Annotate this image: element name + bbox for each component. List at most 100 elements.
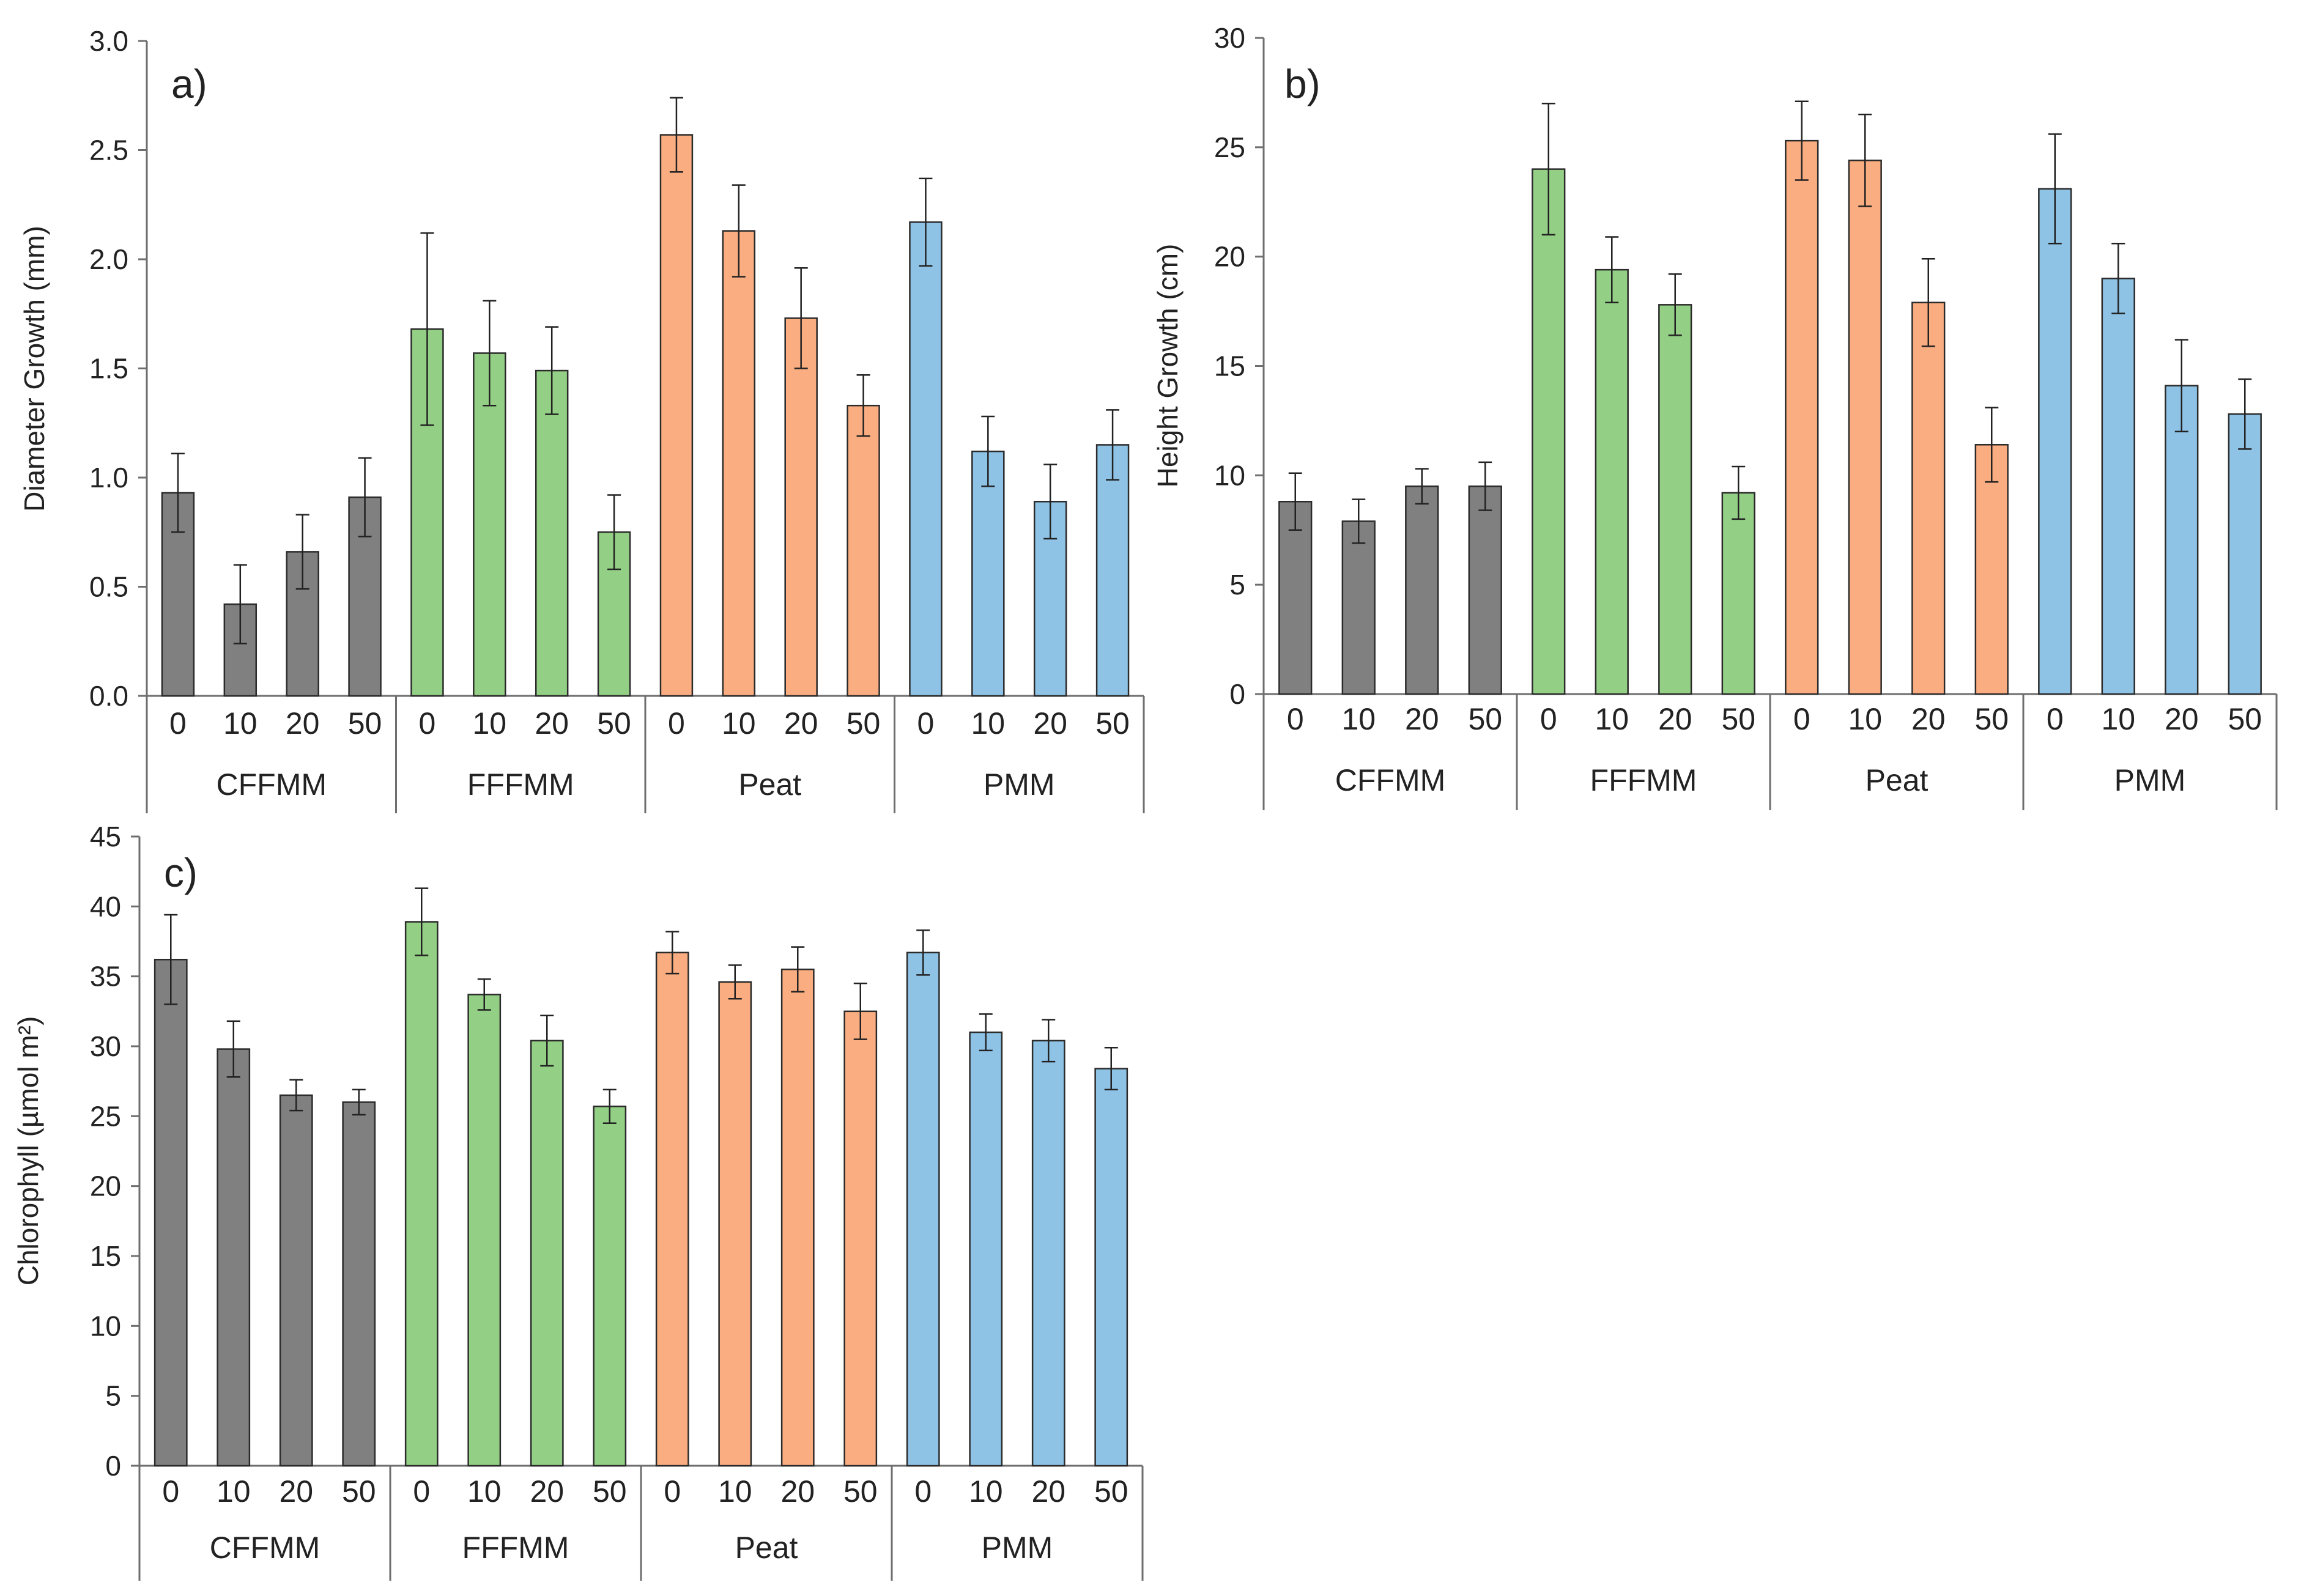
x-category-label: 50 bbox=[1094, 1474, 1128, 1509]
error-bar bbox=[352, 1088, 366, 1116]
x-category-label: 0 bbox=[1287, 702, 1304, 736]
error-bar bbox=[1541, 103, 1555, 236]
x-category-label: 0 bbox=[413, 1474, 430, 1509]
error-bar bbox=[1478, 461, 1492, 511]
bar-fffmm-10 bbox=[467, 994, 502, 1467]
y-tick-label: 0.5 bbox=[89, 571, 128, 603]
y-tick-label: 20 bbox=[90, 1170, 121, 1202]
error-bar bbox=[2238, 378, 2252, 450]
error-bar bbox=[981, 415, 995, 487]
y-tick-label: 1.5 bbox=[89, 353, 128, 385]
y-tick-label: 0.0 bbox=[89, 680, 128, 712]
x-category-label: 10 bbox=[969, 1474, 1003, 1509]
error-bar bbox=[794, 267, 808, 369]
bar-peat-0 bbox=[1785, 139, 1819, 695]
y-tick-label: 30 bbox=[90, 1030, 121, 1062]
y-tick-label: 15 bbox=[90, 1240, 121, 1272]
error-bar bbox=[2111, 242, 2125, 314]
x-category-label: 20 bbox=[1033, 706, 1067, 741]
y-tick-label: 35 bbox=[90, 961, 121, 992]
x-category-label: 10 bbox=[722, 706, 756, 741]
error-bar bbox=[607, 494, 621, 571]
x-group-label: PMM bbox=[982, 1531, 1053, 1565]
x-group-label: CFFMM bbox=[210, 1531, 321, 1565]
x-category-label: 50 bbox=[593, 1474, 627, 1509]
x-category-label: 20 bbox=[2165, 702, 2199, 736]
y-tick-label: 40 bbox=[90, 890, 121, 922]
error-bar bbox=[415, 887, 429, 956]
x-category-label: 0 bbox=[419, 706, 436, 741]
y-tick-label: 2.5 bbox=[89, 135, 128, 166]
bar-cffmm-10 bbox=[1341, 520, 1376, 695]
x-group-label: Peat bbox=[735, 1531, 798, 1565]
x-category-label: 50 bbox=[2228, 702, 2262, 736]
error-bar bbox=[295, 514, 309, 590]
x-group-label: FFFMM bbox=[1590, 763, 1697, 797]
bar-fffmm-50 bbox=[1721, 492, 1755, 695]
bar-peat-20 bbox=[784, 317, 818, 697]
bar-peat-0 bbox=[655, 951, 689, 1467]
panel-tag: a) bbox=[171, 61, 207, 106]
x-group-label: Peat bbox=[1866, 763, 1929, 797]
x-group-label: FFFMM bbox=[467, 767, 574, 802]
error-bar bbox=[226, 1020, 240, 1078]
bar-cffmm-10 bbox=[223, 603, 258, 697]
error-bar bbox=[853, 982, 867, 1040]
error-bar bbox=[358, 457, 372, 538]
bar-peat-20 bbox=[780, 968, 815, 1467]
error-bar bbox=[164, 914, 178, 1005]
x-group-label: Peat bbox=[738, 767, 801, 802]
x-category-label: 10 bbox=[217, 1474, 251, 1509]
bar-pmm-0 bbox=[909, 221, 943, 697]
x-category-label: 50 bbox=[1721, 702, 1755, 736]
error-bar bbox=[1288, 472, 1302, 531]
panel-tag: c) bbox=[164, 850, 198, 895]
bar-cffmm-50 bbox=[1468, 485, 1502, 695]
y-axis-title: Height Growth (cm) bbox=[1152, 244, 1184, 488]
bar-pmm-10 bbox=[971, 450, 1005, 697]
x-category-label: 50 bbox=[342, 1474, 376, 1509]
error-bar bbox=[919, 177, 933, 267]
x-category-label: 0 bbox=[162, 1474, 179, 1509]
bar-fffmm-0 bbox=[1532, 168, 1566, 695]
x-category-label: 20 bbox=[784, 706, 818, 741]
error-bar bbox=[1352, 498, 1366, 544]
panel-c-chlorophyll: 0 5 10 15 20 25 30 35 40 45 Chlorophyll (µmol m²) c… bbox=[12, 821, 1144, 1581]
y-tick-label: 2.0 bbox=[89, 243, 128, 275]
error-bar bbox=[1043, 464, 1058, 540]
error-bar bbox=[856, 374, 870, 437]
x-category-label: 0 bbox=[917, 706, 935, 741]
x-category-label: 10 bbox=[971, 706, 1006, 741]
x-category-label: 0 bbox=[2047, 702, 2064, 736]
error-bar bbox=[669, 97, 683, 173]
x-category-label: 10 bbox=[1595, 702, 1629, 736]
x-category-label: 50 bbox=[1095, 706, 1130, 741]
error-bar bbox=[545, 326, 559, 415]
error-bar bbox=[1415, 468, 1429, 505]
y-tick-label: 25 bbox=[1214, 131, 1245, 163]
x-category-label: 50 bbox=[1974, 702, 2009, 736]
error-bar bbox=[728, 964, 742, 1000]
x-group-label: PMM bbox=[984, 767, 1055, 802]
bar-peat-10 bbox=[722, 230, 756, 697]
x-category-label: 10 bbox=[223, 706, 258, 741]
x-category-label: 10 bbox=[1341, 702, 1376, 736]
y-tick-label: 10 bbox=[90, 1310, 121, 1342]
x-category-label: 20 bbox=[1031, 1474, 1065, 1509]
y-tick-label: 3.0 bbox=[89, 25, 128, 57]
x-category-label: 0 bbox=[169, 706, 187, 741]
error-bar bbox=[420, 232, 434, 426]
error-bar bbox=[1605, 236, 1619, 304]
error-bar bbox=[483, 300, 497, 407]
x-category-label: 50 bbox=[843, 1474, 878, 1509]
x-category-label: 10 bbox=[1848, 702, 1882, 736]
x-category-label: 10 bbox=[473, 706, 507, 741]
y-tick-label: 5 bbox=[1229, 569, 1245, 600]
bar-pmm-20 bbox=[1031, 1040, 1065, 1467]
bar-fffmm-10 bbox=[473, 352, 506, 697]
error-bar bbox=[477, 978, 491, 1011]
x-category-label: 20 bbox=[1658, 702, 1692, 736]
y-tick-label: 10 bbox=[1214, 459, 1245, 491]
x-category-label: 50 bbox=[847, 706, 881, 741]
x-category-label: 50 bbox=[1468, 702, 1502, 736]
